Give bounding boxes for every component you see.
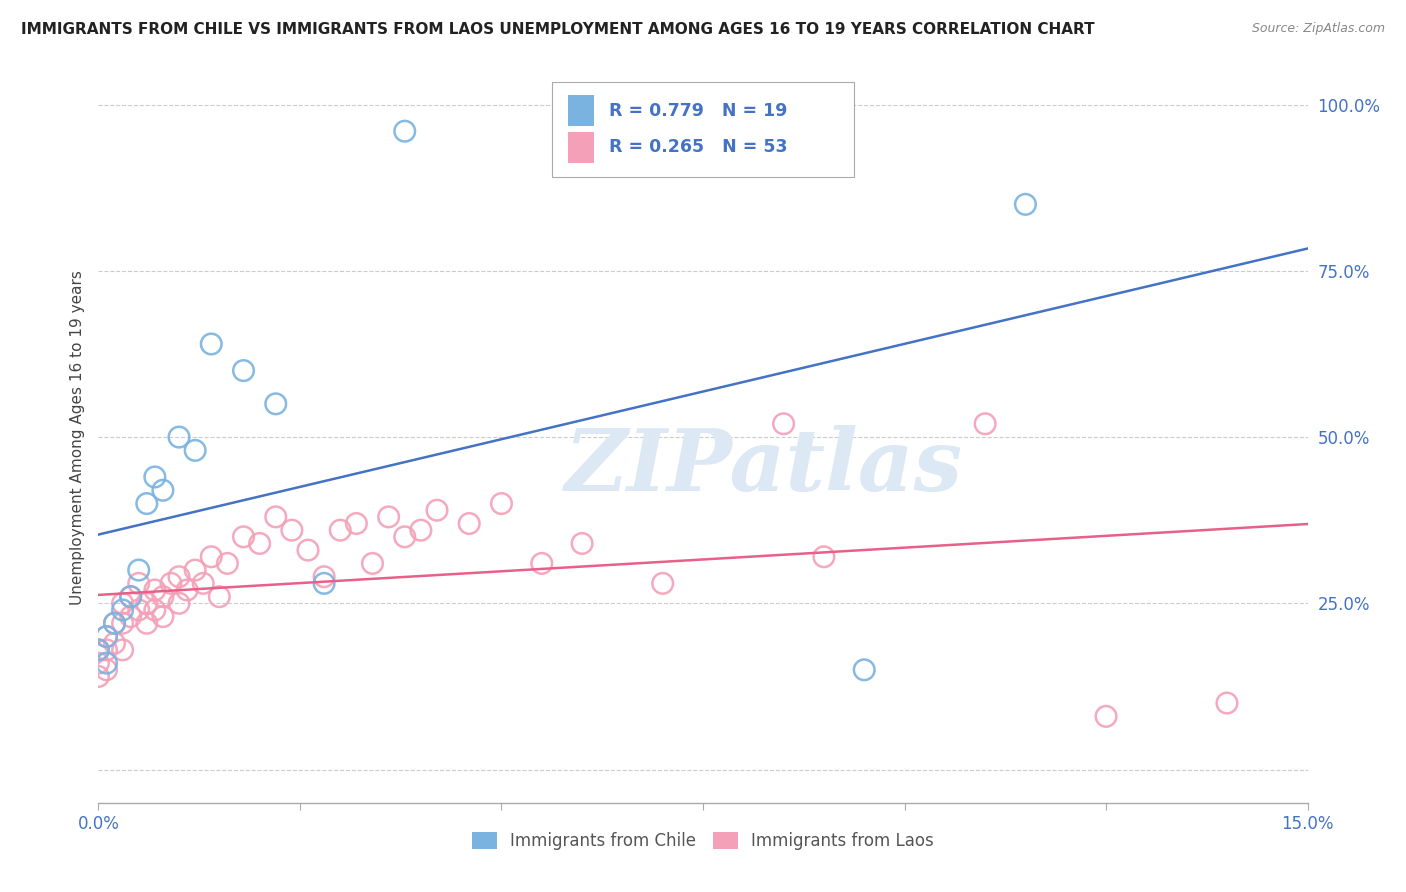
Point: [329, 523, 352, 537]
Point: [184, 563, 207, 577]
Point: [530, 557, 553, 571]
FancyBboxPatch shape: [568, 95, 595, 126]
Point: [249, 536, 271, 550]
Point: [232, 363, 254, 377]
Point: [87, 643, 110, 657]
Point: [1216, 696, 1239, 710]
Point: [314, 570, 336, 584]
Point: [208, 590, 231, 604]
Point: [160, 576, 183, 591]
Point: [103, 616, 125, 631]
Point: [111, 616, 134, 631]
Point: [167, 570, 190, 584]
Legend: Immigrants from Chile, Immigrants from Laos: Immigrants from Chile, Immigrants from L…: [465, 825, 941, 856]
Point: [264, 397, 287, 411]
Point: [377, 509, 399, 524]
Point: [184, 443, 207, 458]
Point: [571, 536, 593, 550]
Point: [167, 430, 190, 444]
Point: [281, 523, 304, 537]
Point: [361, 557, 384, 571]
Point: [1095, 709, 1118, 723]
Point: [120, 590, 142, 604]
Point: [96, 656, 118, 670]
Point: [217, 557, 239, 571]
Point: [135, 596, 157, 610]
FancyBboxPatch shape: [568, 132, 595, 163]
Point: [152, 590, 174, 604]
Point: [111, 603, 134, 617]
Point: [128, 576, 150, 591]
Point: [96, 663, 118, 677]
Point: [264, 509, 287, 524]
Point: [193, 576, 215, 591]
Point: [314, 576, 336, 591]
Point: [772, 417, 794, 431]
Y-axis label: Unemployment Among Ages 16 to 19 years: Unemployment Among Ages 16 to 19 years: [69, 269, 84, 605]
Point: [200, 549, 222, 564]
Point: [128, 563, 150, 577]
Point: [167, 596, 190, 610]
Point: [96, 630, 118, 644]
Point: [458, 516, 481, 531]
Point: [853, 663, 876, 677]
Point: [87, 669, 110, 683]
Point: [143, 470, 166, 484]
Point: [120, 590, 142, 604]
Point: [1014, 197, 1036, 211]
Point: [152, 483, 174, 498]
Point: [176, 582, 198, 597]
Point: [143, 582, 166, 597]
Text: ZIPatlas: ZIPatlas: [564, 425, 963, 508]
Point: [344, 516, 367, 531]
Text: R = 0.265   N = 53: R = 0.265 N = 53: [609, 138, 787, 156]
Point: [409, 523, 432, 537]
Point: [128, 603, 150, 617]
Point: [87, 656, 110, 670]
Point: [135, 497, 157, 511]
Point: [103, 636, 125, 650]
Text: Source: ZipAtlas.com: Source: ZipAtlas.com: [1251, 22, 1385, 36]
Point: [297, 543, 319, 558]
Point: [120, 609, 142, 624]
Point: [394, 124, 416, 138]
Point: [96, 630, 118, 644]
Point: [426, 503, 449, 517]
Text: R = 0.779   N = 19: R = 0.779 N = 19: [609, 102, 787, 120]
Point: [394, 530, 416, 544]
Point: [87, 643, 110, 657]
Point: [143, 603, 166, 617]
Point: [813, 549, 835, 564]
Point: [974, 417, 997, 431]
FancyBboxPatch shape: [551, 82, 855, 178]
Text: IMMIGRANTS FROM CHILE VS IMMIGRANTS FROM LAOS UNEMPLOYMENT AMONG AGES 16 TO 19 Y: IMMIGRANTS FROM CHILE VS IMMIGRANTS FROM…: [21, 22, 1095, 37]
Point: [111, 596, 134, 610]
Point: [103, 616, 125, 631]
Point: [96, 643, 118, 657]
Point: [651, 576, 673, 591]
Point: [200, 337, 222, 351]
Point: [232, 530, 254, 544]
Point: [135, 616, 157, 631]
Point: [152, 609, 174, 624]
Point: [111, 643, 134, 657]
Point: [491, 497, 513, 511]
